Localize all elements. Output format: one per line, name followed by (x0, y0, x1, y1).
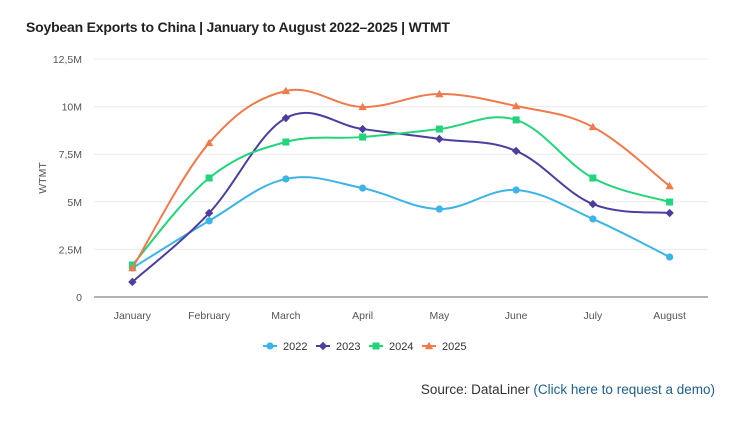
data-point-2025 (588, 122, 598, 131)
data-point-2023 (435, 134, 444, 144)
source-note: Source: DataLiner (Click here to request… (421, 382, 715, 397)
y-tick-label: 10M (62, 102, 82, 114)
series-line-2022 (131, 176, 671, 269)
data-point-2025 (511, 101, 521, 110)
data-point-2025 (358, 102, 367, 111)
data-point-2022 (512, 186, 520, 194)
data-point-2023 (128, 277, 137, 287)
chart-title: Soybean Exports to China | January to Au… (26, 19, 450, 35)
legend-item-2024[interactable]: 2024 (369, 341, 413, 353)
data-point-2024 (589, 174, 597, 182)
request-demo-link[interactable]: (Click here to request a demo) (533, 382, 715, 397)
y-tick-label: 12,5M (53, 54, 82, 66)
data-point-2023 (588, 199, 598, 209)
data-point-2025 (128, 263, 137, 272)
legend-item-2025[interactable]: 2025 (422, 341, 466, 353)
legend-marker-icon (424, 341, 434, 350)
x-tick-label: February (188, 310, 231, 322)
series-line-2025 (131, 88, 671, 269)
y-tick-label: 7,5M (59, 149, 82, 161)
data-point-2022 (666, 253, 674, 261)
x-tick-label: July (584, 310, 603, 322)
data-point-2023 (358, 124, 367, 134)
data-point-2023 (281, 113, 291, 123)
x-tick-label: March (271, 310, 300, 322)
data-point-2024 (282, 138, 290, 146)
y-tick-label: 5M (67, 197, 82, 209)
data-point-2022 (282, 175, 290, 183)
series-2025 (128, 86, 674, 272)
data-point-2022 (205, 217, 213, 225)
series-2024 (128, 116, 674, 269)
y-axis-label: WTMT (37, 162, 49, 194)
series-2023 (128, 112, 674, 287)
x-tick-label: June (505, 310, 528, 322)
data-point-2024 (359, 133, 367, 141)
x-tick-label: August (653, 310, 686, 322)
legend-label: 2022 (283, 341, 307, 353)
data-point-2023 (511, 146, 521, 156)
series-2022 (128, 175, 674, 272)
x-tick-label: January (114, 310, 152, 322)
data-point-2025 (204, 138, 214, 147)
data-point-2025 (665, 181, 674, 190)
data-point-2023 (665, 208, 674, 218)
data-point-2024 (205, 174, 213, 182)
legend-marker-icon (318, 341, 328, 351)
data-point-2022 (359, 184, 367, 192)
data-point-2025 (281, 86, 291, 95)
legend-item-2022[interactable]: 2022 (263, 341, 307, 353)
data-point-2024 (512, 116, 520, 124)
x-tick-label: May (429, 310, 450, 322)
data-point-2023 (204, 208, 214, 218)
legend-label: 2023 (336, 341, 360, 353)
data-point-2022 (435, 205, 443, 213)
data-point-2024 (435, 125, 443, 133)
data-point-2024 (666, 198, 674, 206)
y-tick-label: 0 (76, 292, 82, 304)
legend-item-2023[interactable]: 2023 (316, 341, 360, 353)
data-point-2025 (435, 89, 444, 98)
legend-label: 2024 (389, 341, 413, 353)
x-tick-label: April (352, 310, 373, 322)
source-label: Source: DataLiner (420, 382, 530, 397)
data-point-2022 (589, 215, 597, 223)
legend-label: 2025 (442, 341, 466, 353)
y-tick-label: 2,5M (59, 244, 82, 256)
legend-marker-icon (266, 342, 274, 350)
legend-marker-icon (372, 342, 380, 350)
